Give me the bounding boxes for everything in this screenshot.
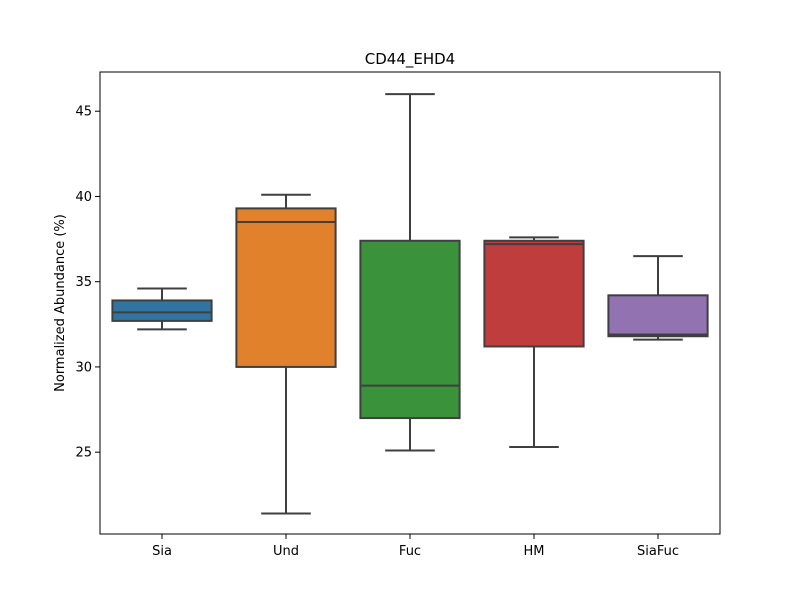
- x-tick-label: Sia: [152, 544, 172, 559]
- plot-area: [111, 93, 709, 515]
- box-siafuc: [607, 255, 709, 341]
- box-fuc: [359, 93, 461, 452]
- iqr-box: [607, 294, 709, 338]
- x-tick-label: Und: [273, 544, 299, 559]
- y-axis: 25 30 35 40 45: [75, 105, 100, 461]
- iqr-box: [111, 299, 213, 322]
- y-tick-label: 40: [75, 190, 92, 205]
- y-tick-label: 25: [75, 446, 92, 461]
- x-axis: Sia Und Fuc HM SiaFuc: [152, 534, 679, 559]
- y-tick-label: 35: [75, 275, 92, 290]
- iqr-box: [483, 239, 585, 348]
- y-tick-label: 30: [75, 360, 92, 375]
- chart-title: CD44_EHD4: [365, 50, 455, 69]
- y-tick-label: 45: [75, 105, 92, 120]
- iqr-box: [359, 239, 461, 420]
- x-tick-label: SiaFuc: [637, 544, 679, 559]
- box-und: [235, 193, 337, 515]
- y-axis-label: Normalized Abundance (%): [53, 214, 68, 392]
- iqr-box: [235, 207, 337, 368]
- box-sia: [111, 287, 213, 331]
- x-tick-label: Fuc: [399, 544, 421, 559]
- x-tick-label: HM: [524, 544, 545, 559]
- box-hm: [483, 236, 585, 449]
